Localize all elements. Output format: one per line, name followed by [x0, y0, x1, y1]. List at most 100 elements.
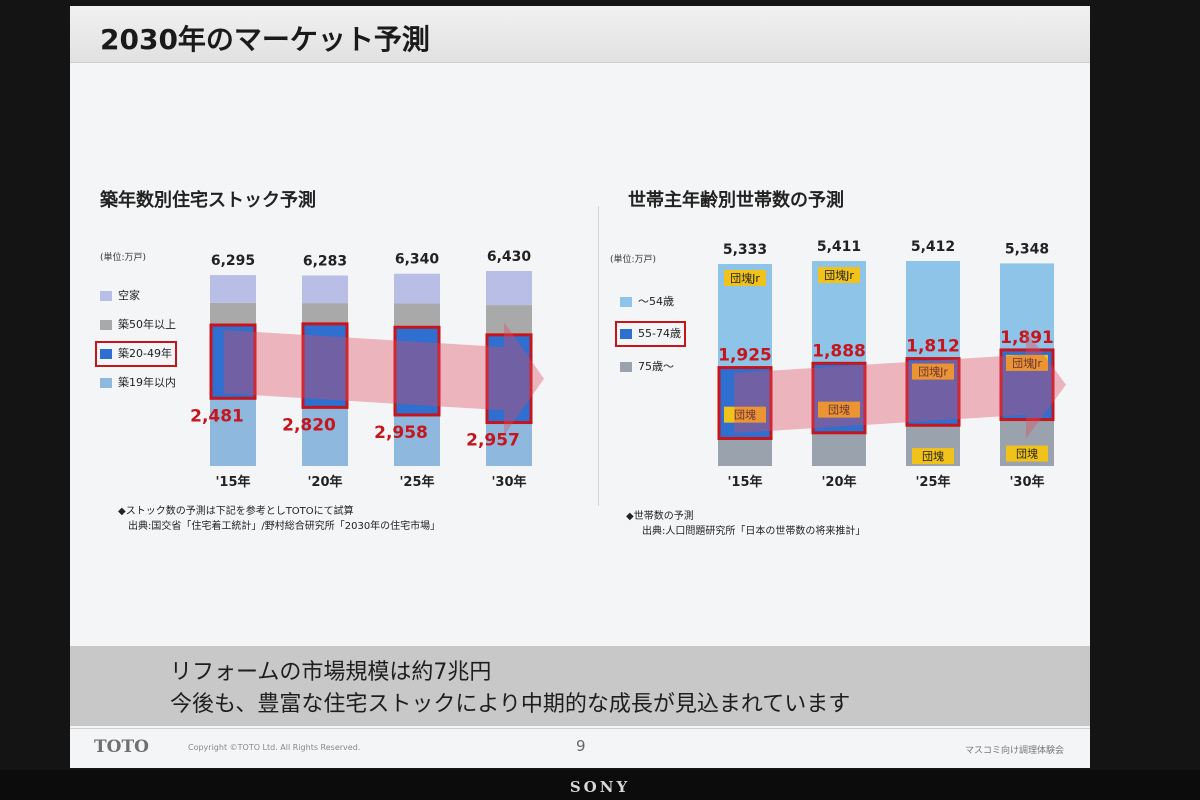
presentation-slide: 2030年のマーケット予測 築年数別住宅ストック予測 (単位:万戸) 空家 築5…	[70, 6, 1090, 768]
chart-title: 世帯主年齢別世帯数の予測	[628, 190, 844, 211]
household-bar-chart: 5,333 1,925 '15年 団塊Jr 団塊 5,411 1,888 '20年 団塊Jr 団塊…	[717, 239, 1066, 490]
legend-swatch	[100, 349, 112, 359]
message-line-2: 今後も、豊富な住宅ストックにより中期的な成長が見込まれています	[170, 692, 851, 717]
legend-swatch	[620, 362, 632, 372]
bar-segment-75歳〜	[718, 439, 772, 466]
bar-segment-築50年以上	[302, 303, 348, 323]
housing-stock-bar-chart: 6,295 2,481 '15年 6,283 2,820 '20年 6,340 2,958 '2…	[190, 249, 545, 490]
housing-stock-chart-panel: 築年数別住宅ストック予測 (単位:万戸) 空家 築50年以上 築20-49年 築…	[80, 176, 600, 556]
generation-tag-label: 団塊Jr	[918, 366, 948, 379]
bar-segment-築20-49年	[486, 333, 532, 424]
unit-label: (単位:万戸)	[610, 255, 657, 265]
highlight-value-label: 1,891	[1000, 328, 1054, 348]
generation-tag	[912, 363, 954, 380]
bar-segment-空家	[210, 275, 256, 303]
highlight-value-label: 1,888	[812, 341, 866, 361]
legend-label: 築20-49年	[118, 347, 172, 360]
bar-segment-空家	[394, 273, 440, 304]
chart-note: ◆ストック数の予測は下記を参考としTOTOにて試算	[118, 506, 354, 517]
toto-logo: TOTO	[94, 737, 149, 757]
legend-item-75plus: 75歳〜	[620, 359, 674, 375]
trend-arrow-shape	[223, 322, 545, 436]
bar-segment-築19年以内	[210, 399, 256, 466]
legend-label: 築19年以内	[118, 376, 176, 389]
highlight-value-label: 2,481	[190, 406, 244, 426]
panel-divider	[598, 206, 599, 506]
event-name: マスコミ向け調理体験会	[964, 746, 1064, 756]
trend-arrow	[223, 322, 545, 436]
legend-label: 築50年以上	[118, 318, 176, 331]
trend-arrow-shape	[734, 331, 1066, 439]
bar-segment-築50年以上	[210, 302, 256, 325]
chart-title: 築年数別住宅ストック予測	[100, 190, 316, 211]
total-label: 5,348	[1005, 241, 1049, 257]
legend-label: 〜54歳	[638, 295, 674, 308]
highlight-box	[301, 322, 349, 409]
generation-tag	[1006, 445, 1048, 462]
generation-tag-label: 団塊Jr	[1012, 357, 1042, 370]
bar-segment-55-74歳	[812, 362, 866, 434]
bar-segment-築50年以上	[394, 303, 440, 327]
generation-tag	[818, 401, 860, 418]
legend-item-under19: 築19年以内	[100, 375, 176, 391]
generation-tag	[724, 406, 766, 423]
generation-tag-label: 団塊	[1016, 448, 1038, 461]
legend-item-vacant: 空家	[100, 288, 140, 304]
highlight-value-label: 1,925	[718, 346, 772, 366]
highlight-box	[999, 348, 1055, 422]
slide-footer: TOTO Copyright ©TOTO Ltd. All Rights Res…	[70, 728, 1090, 768]
legend-label: 55-74歳	[638, 327, 681, 340]
highlight-box	[485, 333, 533, 425]
generation-tag-label: 団塊	[922, 450, 944, 463]
highlight-box	[811, 361, 867, 435]
copyright-text: Copyright ©TOTO Ltd. All Rights Reserved…	[188, 743, 361, 752]
legend-label: 空家	[118, 289, 140, 302]
household-chart-panel: 世帯主年齢別世帯数の予測 (単位:万戸) 〜54歳 55-74歳 75歳〜 5,…	[598, 176, 1088, 556]
highlight-value-label: 2,957	[466, 431, 520, 451]
total-label: 6,295	[211, 253, 255, 269]
legend-item-under54: 〜54歳	[620, 294, 674, 310]
bar-segment-55-74歳	[718, 366, 772, 440]
generation-tag	[912, 448, 954, 465]
chart-source: 出典:人口問題研究所「日本の世帯数の将来推計」	[642, 526, 866, 537]
highlight-value-label: 1,812	[906, 337, 960, 357]
legend-label: 75歳〜	[638, 360, 674, 373]
total-label: 5,333	[723, 242, 767, 258]
legend-swatch	[100, 378, 112, 388]
x-axis-tick-label: '30年	[491, 474, 526, 490]
x-axis-tick-label: '15年	[215, 474, 250, 490]
page-number: 9	[576, 737, 586, 755]
chart-source: 出典:国交省「住宅着工統計」/野村総合研究所「2030年の住宅市場」	[128, 521, 441, 532]
x-axis-tick-label: '25年	[399, 474, 434, 490]
unit-label: (単位:万戸)	[100, 253, 147, 263]
bar-segment-築50年以上	[486, 305, 532, 334]
monitor-brand-logo: SONY	[569, 778, 631, 796]
total-label: 6,283	[303, 253, 347, 269]
bar-segment-〜54歳	[906, 261, 960, 358]
highlight-box	[393, 325, 441, 417]
legend-item-55-74: 55-74歳	[615, 321, 686, 347]
x-axis-tick-label: '20年	[307, 474, 342, 490]
generation-tag	[818, 267, 860, 284]
x-axis-tick-label: '30年	[1009, 474, 1044, 490]
generation-tag-label: 団塊Jr	[730, 272, 760, 285]
highlight-box	[717, 366, 773, 440]
x-axis-tick-label: '15年	[727, 474, 762, 490]
generation-tag-label: 団塊	[828, 404, 850, 417]
legend-swatch	[620, 329, 632, 339]
bar-segment-空家	[486, 271, 532, 306]
message-line-1: リフォームの市場規模は約7兆円	[170, 660, 492, 685]
slide-title-bar: 2030年のマーケット予測	[70, 6, 1090, 63]
highlight-box	[209, 323, 257, 400]
total-label: 5,412	[911, 239, 955, 255]
bar-segment-築20-49年	[394, 326, 440, 416]
legend-item-20-49: 築20-49年	[95, 341, 177, 367]
bar-segment-築20-49年	[210, 324, 256, 400]
generation-tag	[724, 269, 766, 286]
legend-swatch	[100, 291, 112, 301]
legend-swatch	[620, 297, 632, 307]
bar-segment-75歳〜	[812, 433, 866, 466]
key-message-band: リフォームの市場規模は約7兆円 今後も、豊富な住宅ストックにより中期的な成長が見…	[70, 646, 1090, 726]
total-label: 6,340	[395, 252, 440, 268]
legend-item-50plus: 築50年以上	[100, 317, 176, 333]
